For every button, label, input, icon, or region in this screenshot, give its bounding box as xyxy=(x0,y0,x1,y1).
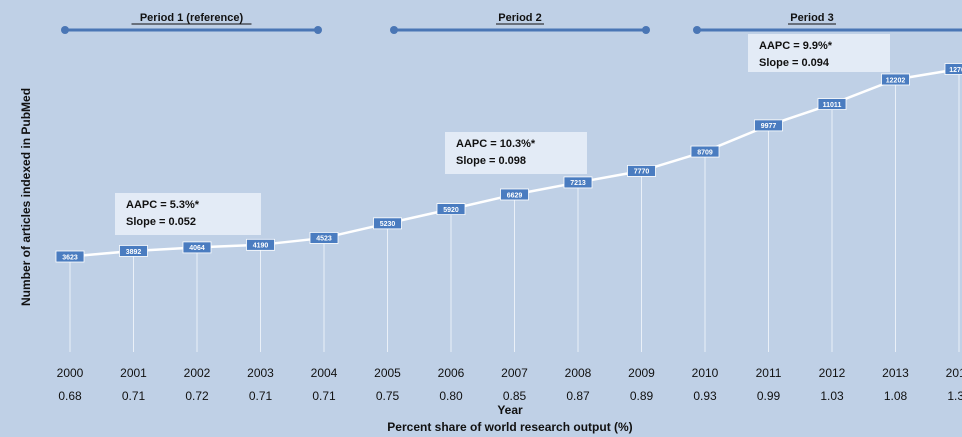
x-tick-label: 2013 xyxy=(882,366,909,380)
data-label: 5230 xyxy=(380,221,396,228)
data-label: 9977 xyxy=(761,123,777,130)
data-label: 11011 xyxy=(823,102,842,109)
secondary-x-axis-title: Percent share of world research output (… xyxy=(387,420,632,434)
data-label: 5920 xyxy=(443,207,459,214)
x-tick-label: 2007 xyxy=(501,366,528,380)
annotation-slope: Slope = 0.052 xyxy=(126,216,196,228)
data-point-marker xyxy=(373,217,402,230)
period-bars: Period 1 (reference) Period 2 Period 3 xyxy=(61,12,962,34)
annotation-slope: Slope = 0.098 xyxy=(456,155,526,167)
share-tick-label: 0.89 xyxy=(630,389,654,403)
period-bar-endpoint xyxy=(61,26,69,34)
annotation-box xyxy=(115,193,261,235)
data-point-marker xyxy=(690,145,720,158)
data-point-marker xyxy=(55,250,85,263)
x-tick-label: 2010 xyxy=(692,366,719,380)
data-label: 3892 xyxy=(126,249,142,256)
data-point-marker xyxy=(436,203,466,216)
x-tick-label: 2004 xyxy=(311,366,338,380)
period-label: Period 2 xyxy=(498,12,541,24)
x-tick-label: 2003 xyxy=(247,366,274,380)
y-axis-title: Number of articles indexed in PubMed xyxy=(19,88,33,306)
annotation-slope: Slope = 0.094 xyxy=(759,57,830,69)
x-axis-title: Year xyxy=(497,403,523,417)
share-tick-label: 1.31 xyxy=(947,389,962,403)
data-label: 4523 xyxy=(316,236,332,243)
annotations: AAPC = 5.3%* Slope = 0.052 AAPC = 10.3%* Sl… xyxy=(115,34,890,235)
data-label: 3623 xyxy=(62,254,78,261)
annotation-box xyxy=(748,34,890,72)
data-point-marker xyxy=(563,176,593,189)
x-tick-label: 2009 xyxy=(628,366,655,380)
data-label: 4064 xyxy=(189,245,205,252)
x-tick-labels: 2000 2001 2002 2003 2004 2005 2006 2007 2008 2009… xyxy=(57,366,962,403)
share-tick-label: 0.71 xyxy=(312,389,336,403)
data-point-marker xyxy=(119,245,148,257)
x-tick-label: 2014 xyxy=(946,366,962,380)
data-label: 7770 xyxy=(634,169,650,176)
data-label: 12709 xyxy=(949,67,962,74)
data-label: 12202 xyxy=(886,77,906,84)
data-label: 4190 xyxy=(253,243,269,250)
x-tick-label: 2001 xyxy=(120,366,147,380)
data-point-marker xyxy=(881,73,910,86)
share-tick-label: 0.85 xyxy=(503,389,527,403)
x-tick-label: 2011 xyxy=(756,366,782,380)
period-bar-endpoint xyxy=(642,26,650,34)
x-tick-label: 2000 xyxy=(57,366,84,380)
data-point-marker xyxy=(246,238,275,251)
x-tick-label: 2012 xyxy=(819,366,846,380)
share-tick-label: 0.68 xyxy=(58,389,82,403)
share-tick-label: 1.08 xyxy=(884,389,908,403)
x-tick-label: 2005 xyxy=(374,366,401,380)
x-tick-label: 2006 xyxy=(438,366,465,380)
data-label: 6629 xyxy=(507,192,523,199)
data-point-marker xyxy=(309,232,339,244)
period-bar-endpoint xyxy=(314,26,322,34)
period-label: Period 3 xyxy=(790,12,833,24)
data-point-marker xyxy=(754,119,783,132)
data-point-marker xyxy=(182,241,212,254)
share-tick-label: 0.75 xyxy=(376,389,400,403)
share-tick-label: 0.99 xyxy=(757,389,781,403)
annotation-aapc: AAPC = 5.3%* xyxy=(126,199,200,211)
data-point-marker xyxy=(627,165,656,177)
x-tick-label: 2008 xyxy=(565,366,592,380)
share-tick-label: 0.72 xyxy=(185,389,209,403)
period-bar-endpoint xyxy=(693,26,701,34)
data-point-marker xyxy=(500,188,529,201)
data-label: 7213 xyxy=(570,180,586,187)
annotation-aapc: AAPC = 10.3%* xyxy=(456,138,536,150)
period-bar-endpoint xyxy=(390,26,398,34)
period-label: Period 1 (reference) xyxy=(140,12,244,24)
data-point-marker xyxy=(817,98,847,110)
share-tick-label: 0.71 xyxy=(122,389,146,403)
share-tick-label: 0.71 xyxy=(249,389,273,403)
share-tick-label: 0.80 xyxy=(439,389,463,403)
share-tick-label: 0.93 xyxy=(693,389,717,403)
drop-lines xyxy=(69,74,960,352)
data-label: 8709 xyxy=(697,149,713,156)
share-tick-label: 0.87 xyxy=(566,389,590,403)
x-tick-label: 2002 xyxy=(184,366,211,380)
annotation-box xyxy=(445,132,587,174)
annotation-aapc: AAPC = 9.9%* xyxy=(759,40,833,52)
data-markers: 3623 3892 4064 4190 4523 5230 5920 6629 7213 7770… xyxy=(55,63,962,263)
share-tick-label: 1.03 xyxy=(820,389,844,403)
data-point-marker xyxy=(944,63,962,75)
